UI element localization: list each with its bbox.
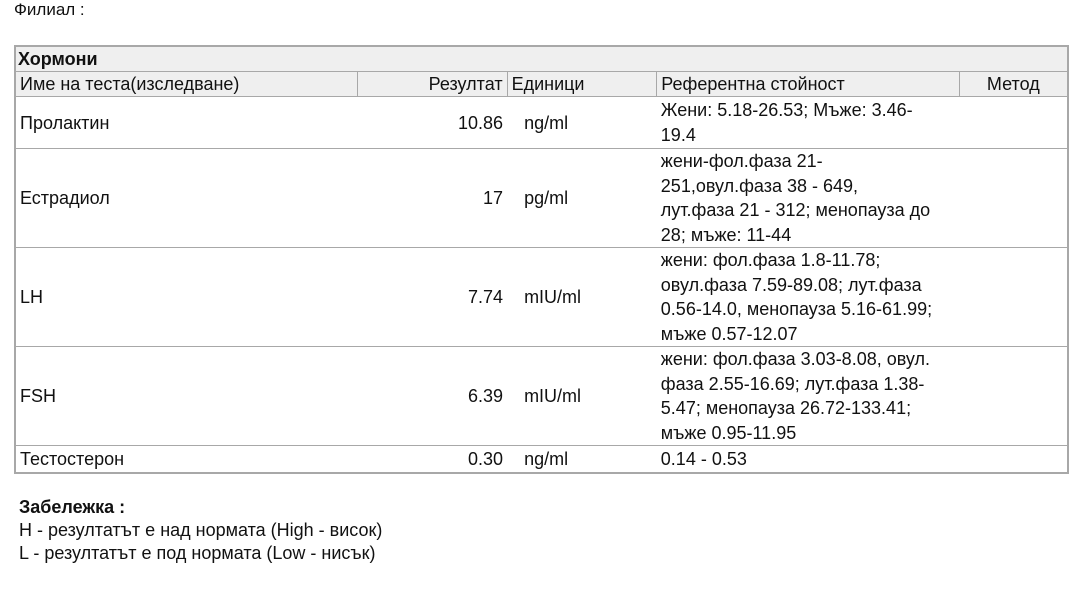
note-line-high: H - резултатът е над нормата (High - вис… (19, 520, 383, 540)
test-name: Естрадиол (14, 148, 358, 248)
test-name: FSH (14, 346, 358, 446)
section-title: Хормони (14, 45, 1069, 72)
test-name: Тестостерон (14, 445, 358, 473)
test-reference: жени: фол.фаза 1.8-11.78; овул.фаза 7.59… (656, 247, 960, 347)
table-row: Тестостерон 0.30 ng/ml 0.14 - 0.53 (14, 445, 1069, 473)
col-header-reference: Референтна стойност (656, 71, 960, 97)
test-method (959, 247, 1069, 347)
test-reference: жени: фол.фаза 3.03-8.08, овул. фаза 2.5… (656, 346, 960, 446)
note-line-low: L - резултатът е под нормата (Low - нисъ… (19, 543, 376, 563)
test-name: LH (14, 247, 358, 347)
test-result: 0.30 (357, 445, 508, 473)
test-reference: 0.14 - 0.53 (656, 445, 960, 473)
test-unit: mIU/ml (507, 247, 657, 347)
branch-label: Филиал : (14, 0, 85, 19)
test-result: 6.39 (357, 346, 508, 446)
hormones-table: Хормони Име на теста(изследване) Резулта… (14, 45, 1069, 474)
table-row: Естрадиол 17 pg/ml жени-фол.фаза 21- 251… (14, 148, 1069, 248)
note-block: Забележка : H - резултатът е над нормата… (19, 496, 382, 565)
test-unit: mIU/ml (507, 346, 657, 446)
test-reference: жени-фол.фаза 21- 251,овул.фаза 38 - 649… (656, 148, 960, 248)
test-method (959, 148, 1069, 248)
test-result: 7.74 (357, 247, 508, 347)
table-row: Пролактин 10.86 ng/ml Жени: 5.18-26.53; … (14, 96, 1069, 149)
test-method (959, 96, 1069, 149)
col-header-result: Резултат (356, 71, 508, 97)
col-header-name: Име на теста(изследване) (14, 71, 358, 97)
note-title: Забележка : (19, 497, 126, 517)
test-result: 17 (357, 148, 508, 248)
col-header-method: Метод (958, 71, 1069, 97)
col-header-units: Единици (506, 71, 658, 97)
test-method (959, 445, 1069, 473)
test-method (959, 346, 1069, 446)
table-row: FSH 6.39 mIU/ml жени: фол.фаза 3.03-8.08… (14, 346, 1069, 446)
test-unit: pg/ml (507, 148, 657, 248)
test-unit: ng/ml (507, 445, 657, 473)
table-row: LH 7.74 mIU/ml жени: фол.фаза 1.8-11.78;… (14, 247, 1069, 347)
test-result: 10.86 (357, 96, 508, 149)
test-unit: ng/ml (507, 96, 657, 149)
test-reference: Жени: 5.18-26.53; Мъже: 3.46- 19.4 (656, 96, 960, 149)
test-name: Пролактин (14, 96, 358, 149)
